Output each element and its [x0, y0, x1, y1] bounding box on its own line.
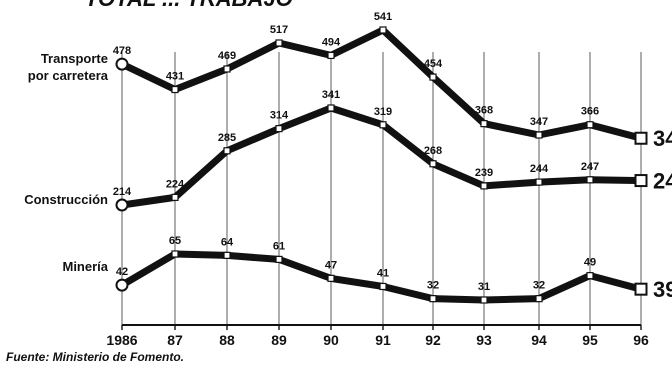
series-name-label: Minería [62, 259, 108, 274]
chart-axis: 1986 87 88 89 90 91 92 93 94 95 96 [106, 324, 649, 348]
data-point [327, 274, 335, 282]
data-point [429, 73, 437, 81]
data-label: 268 [424, 145, 442, 157]
chart-series: 478 431 469 517 494 541 454 368 347 366 341 Transpo… [24, 11, 672, 304]
data-label: 244 [530, 163, 549, 175]
data-point [634, 131, 648, 145]
data-label: 454 [424, 58, 443, 70]
data-label: 347 [530, 116, 548, 128]
data-point [275, 125, 283, 133]
data-label-end: 341 [653, 126, 672, 151]
data-point [223, 147, 231, 155]
data-point [480, 182, 488, 190]
series-name-label: Transporte [41, 51, 108, 66]
x-tick-label: 91 [375, 332, 391, 348]
data-label: 366 [581, 106, 599, 118]
data-point [480, 296, 488, 304]
data-label: 64 [221, 236, 234, 248]
data-point [634, 174, 648, 188]
data-point [115, 57, 129, 71]
data-label: 47 [325, 259, 337, 271]
cropped-page-title: TOTAL ... TRABAJO [85, 0, 293, 11]
data-label: 478 [113, 45, 131, 57]
data-point [586, 121, 594, 129]
data-label: 541 [374, 11, 392, 23]
data-point [327, 104, 335, 112]
x-tick-label: 96 [633, 332, 649, 348]
x-tick-label: 92 [425, 332, 441, 348]
data-label: 469 [218, 50, 236, 62]
data-point [535, 295, 543, 303]
data-label: 31 [478, 281, 490, 293]
x-tick-label: 93 [476, 332, 492, 348]
data-label: 32 [427, 280, 439, 292]
data-label: 494 [322, 36, 341, 48]
series-3: 42 65 64 61 47 41 32 31 32 49 39 Minería [62, 235, 672, 304]
x-tick-label: 1986 [106, 332, 137, 348]
data-label: 42 [116, 266, 128, 278]
x-tick-label: 87 [167, 332, 183, 348]
data-point [634, 282, 648, 296]
data-point [223, 65, 231, 73]
data-point [429, 295, 437, 303]
data-point [480, 120, 488, 128]
series-1: 478 431 469 517 494 541 454 368 347 366 341 Transpo… [28, 11, 672, 151]
data-point [535, 178, 543, 186]
chart-gridlines [121, 52, 642, 325]
data-point [171, 193, 179, 201]
data-point [171, 85, 179, 94]
data-label: 285 [218, 132, 236, 144]
data-point [586, 272, 594, 280]
data-label: 61 [273, 240, 285, 252]
data-point [379, 282, 387, 291]
data-point [327, 51, 335, 60]
data-label-end: 246 [653, 169, 672, 194]
x-tick-label: 94 [531, 332, 547, 348]
data-point [275, 39, 283, 47]
data-point [275, 255, 283, 264]
data-point [115, 198, 129, 212]
data-point [586, 176, 594, 184]
x-tick-label: 95 [582, 332, 598, 348]
data-point [535, 131, 543, 139]
data-label: 224 [166, 178, 185, 190]
data-point [115, 278, 129, 292]
data-label: 341 [322, 89, 340, 101]
series-2: 214 224 285 314 341 319 268 239 244 247 246 Constru… [24, 89, 672, 212]
data-point [171, 250, 179, 258]
data-label: 49 [584, 257, 596, 269]
x-tick-label: 88 [219, 332, 235, 348]
data-label: 368 [475, 105, 493, 117]
data-label: 319 [374, 106, 392, 118]
x-tick-label: 89 [271, 332, 287, 348]
data-label: 314 [270, 110, 289, 122]
data-point [223, 251, 231, 259]
data-label: 239 [475, 167, 493, 179]
data-point [379, 121, 387, 129]
x-tick-label: 90 [323, 332, 339, 348]
data-label: 32 [533, 280, 545, 292]
series-name-label: Construcción [24, 192, 108, 207]
series-name-label: por carretera [28, 68, 109, 83]
data-label: 247 [581, 161, 599, 173]
data-label: 41 [377, 267, 389, 279]
source-note: Fuente: Ministerio de Fomento. [6, 350, 184, 364]
data-label: 214 [113, 186, 132, 198]
data-point [379, 26, 387, 34]
data-point [429, 160, 437, 168]
data-label: 431 [166, 71, 184, 83]
data-label: 517 [270, 24, 288, 36]
data-label-end: 39 [653, 277, 672, 302]
data-label: 65 [169, 235, 181, 247]
